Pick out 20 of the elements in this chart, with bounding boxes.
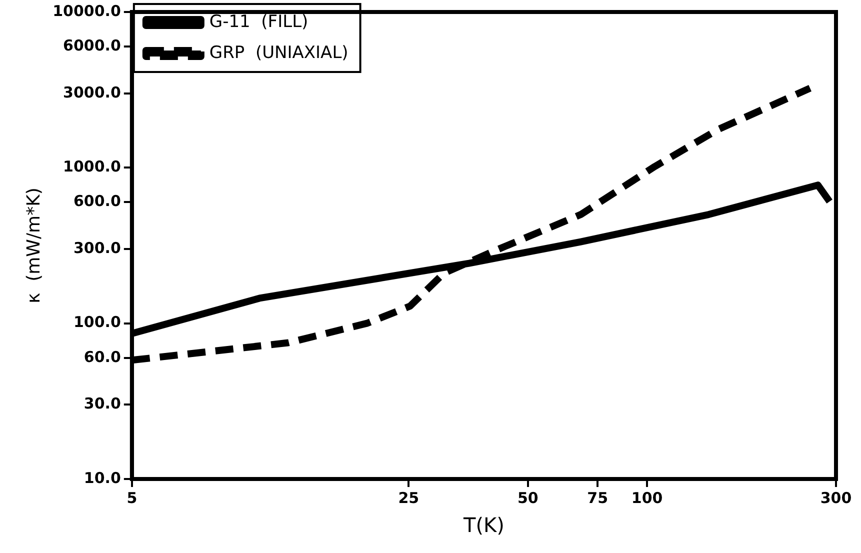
- x-tick-label: 5: [126, 488, 138, 507]
- y-tick-label: 3000.0: [63, 83, 121, 102]
- y-tick-label: 600.0: [73, 192, 121, 210]
- y-tick-label: 1000.0: [63, 158, 121, 176]
- x-tick-label: 50: [517, 488, 538, 507]
- legend-label: G-11 (FILL): [209, 12, 308, 32]
- y-tick-label: 6000.0: [63, 36, 121, 54]
- y-tick-label: 10.0: [84, 468, 121, 487]
- x-axis-title: T(K): [462, 513, 504, 538]
- y-tick-label: 60.0: [84, 348, 121, 366]
- y-tick-label: 100.0: [73, 313, 121, 332]
- x-tick-label: 75: [587, 488, 608, 507]
- x-tick-label: 100: [631, 488, 663, 507]
- y-tick-label: 10000.0: [52, 2, 121, 20]
- x-tick-label: 25: [398, 488, 420, 507]
- y-tick-label: 300.0: [73, 238, 121, 257]
- y-axis-title: κ (mW/m*K): [23, 188, 44, 304]
- legend-label: GRP (UNIAXIAL): [209, 42, 348, 63]
- y-tick-label: 30.0: [84, 394, 121, 413]
- x-tick-label: 300: [820, 488, 852, 507]
